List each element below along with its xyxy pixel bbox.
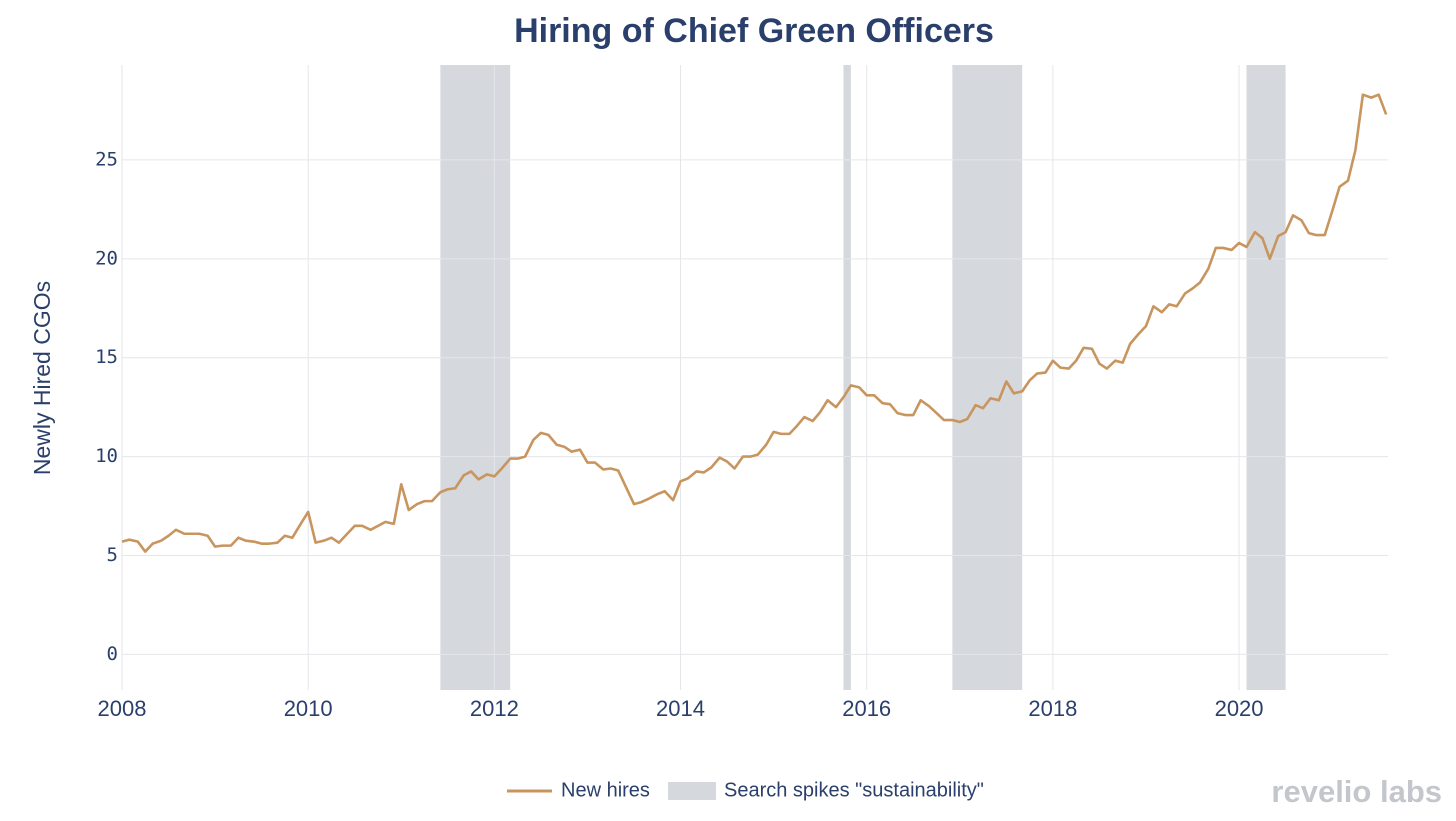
y-tick-label: 0 <box>107 643 118 665</box>
x-tick-label: 2012 <box>470 696 519 721</box>
y-tick-label: 25 <box>95 148 118 170</box>
data-line <box>121 93 1388 553</box>
y-tick-label: 20 <box>95 247 118 269</box>
highlight-band <box>440 65 511 690</box>
x-tick-label: 2018 <box>1028 696 1077 721</box>
x-tick-label: 2010 <box>284 696 333 721</box>
legend-swatch <box>668 782 716 800</box>
legend-label: New hires <box>561 779 650 801</box>
highlight-band <box>952 65 1023 690</box>
chart-title: Hiring of Chief Green Officers <box>514 12 994 50</box>
y-tick-label: 5 <box>107 544 118 566</box>
x-tick-label: 2014 <box>656 696 705 721</box>
y-tick-label: 10 <box>95 445 118 467</box>
x-tick-label: 2008 <box>98 696 147 721</box>
highlight-band <box>1246 65 1286 690</box>
highlight-band <box>843 65 851 690</box>
y-axis-label: Newly Hired CGOs <box>29 281 55 475</box>
logo: revelio labs <box>1271 774 1442 809</box>
x-tick-label: 2016 <box>842 696 891 721</box>
legend-label: Search spikes "sustainability" <box>724 779 984 801</box>
y-tick-label: 15 <box>95 346 118 368</box>
x-tick-label: 2020 <box>1215 696 1264 721</box>
